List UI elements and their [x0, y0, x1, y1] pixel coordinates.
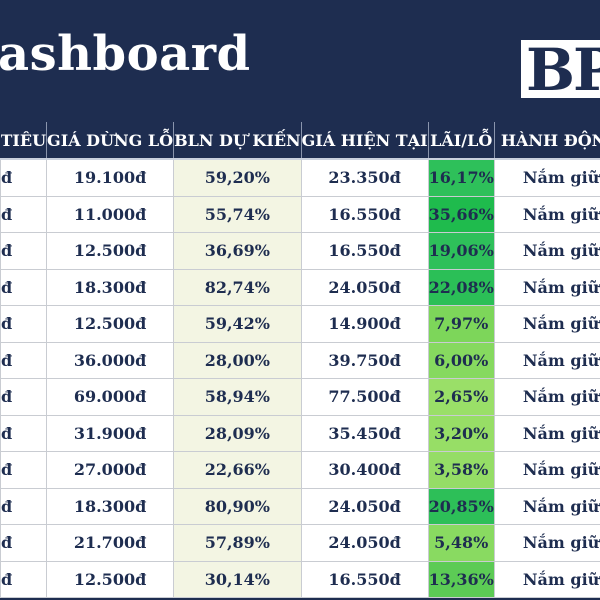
target-cell: đ	[0, 487, 48, 525]
target-cell: đ	[0, 195, 48, 233]
col-header-action[interactable]: HÀNH ĐỘNG	[493, 122, 600, 160]
stop-loss-cell: 18.300đ	[46, 487, 175, 525]
expected-return-cell: 58,94%	[173, 378, 302, 416]
action-cell: Nắm giữ	[493, 560, 600, 598]
current-price-cell: 77.500đ	[300, 378, 429, 416]
profit-loss-cell: 20,85%	[427, 487, 495, 525]
expected-return-cell: 55,74%	[173, 195, 302, 233]
current-price-cell: 39.750đ	[300, 341, 429, 379]
expected-return-cell: 82,74%	[173, 268, 302, 306]
current-price-cell: 30.400đ	[300, 451, 429, 489]
action-cell: Nắm giữ	[493, 341, 600, 379]
stop-loss-cell: 69.000đ	[46, 378, 175, 416]
table-row[interactable]: đ 12.500đ 30,14% 16.550đ 13,36% Nắm giữ	[0, 560, 600, 598]
table-row[interactable]: đ 11.000đ 55,74% 16.550đ 35,66% Nắm giữ	[0, 195, 600, 233]
action-cell: Nắm giữ	[493, 195, 600, 233]
portfolio-table: TIÊU GIÁ DỪNG LỖ BLN DỰ KIẾN GIÁ HIỆN TẠ…	[0, 122, 600, 598]
brand-logo-text: BP	[526, 40, 600, 98]
expected-return-cell: 57,89%	[173, 524, 302, 562]
action-cell: Nắm giữ	[493, 232, 600, 270]
current-price-cell: 16.550đ	[300, 195, 429, 233]
profit-loss-cell: 6,00%	[427, 341, 495, 379]
table-row[interactable]: đ 27.000đ 22,66% 30.400đ 3,58% Nắm giữ	[0, 451, 600, 489]
current-price-cell: 24.050đ	[300, 487, 429, 525]
stop-loss-cell: 19.100đ	[46, 158, 175, 197]
target-cell: đ	[0, 232, 48, 270]
current-price-cell: 24.050đ	[300, 268, 429, 306]
current-price-cell: 16.550đ	[300, 560, 429, 598]
page-title: ashboard	[0, 26, 251, 82]
target-cell: đ	[0, 268, 48, 306]
target-cell: đ	[0, 560, 48, 598]
table-row[interactable]: đ 18.300đ 82,74% 24.050đ 22,08% Nắm giữ	[0, 268, 600, 306]
col-header-target[interactable]: TIÊU	[0, 122, 47, 160]
stop-loss-cell: 18.300đ	[46, 268, 175, 306]
table-row[interactable]: đ 36.000đ 28,00% 39.750đ 6,00% Nắm giữ	[0, 341, 600, 379]
profit-loss-cell: 3,58%	[427, 451, 495, 489]
target-cell: đ	[0, 341, 48, 379]
stop-loss-cell: 12.500đ	[46, 232, 175, 270]
expected-return-cell: 28,09%	[173, 414, 302, 452]
target-cell: đ	[0, 524, 48, 562]
current-price-cell: 16.550đ	[300, 232, 429, 270]
action-cell: Nắm giữ	[493, 268, 600, 306]
target-cell: đ	[0, 158, 48, 197]
col-header-current-price[interactable]: GIÁ HIỆN TẠI	[300, 122, 429, 160]
table-row[interactable]: đ 19.100đ 59,20% 23.350đ 16,17% Nắm giữ	[0, 158, 600, 197]
col-header-profit-loss[interactable]: LÃI/LỖ	[427, 122, 495, 160]
stop-loss-cell: 36.000đ	[46, 341, 175, 379]
expected-return-cell: 80,90%	[173, 487, 302, 525]
dashboard-header: ashboard BP	[0, 0, 600, 120]
action-cell: Nắm giữ	[493, 414, 600, 452]
table-row[interactable]: đ 31.900đ 28,09% 35.450đ 3,20% Nắm giữ	[0, 414, 600, 452]
action-cell: Nắm giữ	[493, 487, 600, 525]
table-row[interactable]: đ 12.500đ 36,69% 16.550đ 19,06% Nắm giữ	[0, 232, 600, 270]
table-row[interactable]: đ 69.000đ 58,94% 77.500đ 2,65% Nắm giữ	[0, 378, 600, 416]
profit-loss-cell: 7,97%	[427, 305, 495, 343]
target-cell: đ	[0, 378, 48, 416]
stop-loss-cell: 31.900đ	[46, 414, 175, 452]
current-price-cell: 35.450đ	[300, 414, 429, 452]
col-header-stop-loss[interactable]: GIÁ DỪNG LỖ	[46, 122, 174, 160]
current-price-cell: 24.050đ	[300, 524, 429, 562]
brand-logo: BP	[521, 40, 600, 98]
target-cell: đ	[0, 451, 48, 489]
expected-return-cell: 22,66%	[173, 451, 302, 489]
stop-loss-cell: 27.000đ	[46, 451, 175, 489]
profit-loss-cell: 2,65%	[427, 378, 495, 416]
expected-return-cell: 36,69%	[173, 232, 302, 270]
table-row[interactable]: đ 12.500đ 59,42% 14.900đ 7,97% Nắm giữ	[0, 305, 600, 343]
action-cell: Nắm giữ	[493, 451, 600, 489]
expected-return-cell: 59,42%	[173, 305, 302, 343]
target-cell: đ	[0, 414, 48, 452]
table-row[interactable]: đ 21.700đ 57,89% 24.050đ 5,48% Nắm giữ	[0, 524, 600, 562]
profit-loss-cell: 22,08%	[427, 268, 495, 306]
profit-loss-cell: 3,20%	[427, 414, 495, 452]
expected-return-cell: 30,14%	[173, 560, 302, 598]
action-cell: Nắm giữ	[493, 305, 600, 343]
profit-loss-cell: 35,66%	[427, 195, 495, 233]
profit-loss-cell: 19,06%	[427, 232, 495, 270]
expected-return-cell: 28,00%	[173, 341, 302, 379]
col-header-expected-return[interactable]: BLN DỰ KIẾN	[173, 122, 302, 160]
action-cell: Nắm giữ	[493, 524, 600, 562]
stop-loss-cell: 12.500đ	[46, 560, 175, 598]
profit-loss-cell: 5,48%	[427, 524, 495, 562]
expected-return-cell: 59,20%	[173, 158, 302, 197]
stop-loss-cell: 11.000đ	[46, 195, 175, 233]
table-row[interactable]: đ 18.300đ 80,90% 24.050đ 20,85% Nắm giữ	[0, 487, 600, 525]
target-cell: đ	[0, 305, 48, 343]
profit-loss-cell: 16,17%	[427, 158, 495, 197]
action-cell: Nắm giữ	[493, 158, 600, 197]
current-price-cell: 23.350đ	[300, 158, 429, 197]
action-cell: Nắm giữ	[493, 378, 600, 416]
current-price-cell: 14.900đ	[300, 305, 429, 343]
stop-loss-cell: 21.700đ	[46, 524, 175, 562]
stop-loss-cell: 12.500đ	[46, 305, 175, 343]
table-header-row: TIÊU GIÁ DỪNG LỖ BLN DỰ KIẾN GIÁ HIỆN TẠ…	[0, 122, 600, 160]
profit-loss-cell: 13,36%	[427, 560, 495, 598]
